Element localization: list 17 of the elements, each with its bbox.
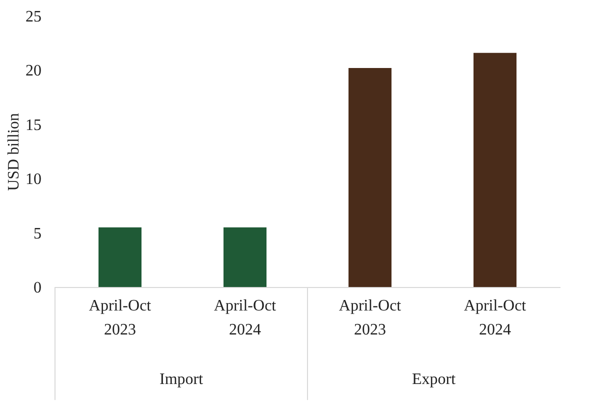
y-tick-label: 25 xyxy=(26,8,42,26)
y-tick-label: 10 xyxy=(26,171,42,188)
x-tick-label: April-Oct 2024 xyxy=(464,298,527,338)
y-axis-title: USD billion xyxy=(6,113,22,191)
x-tick-label: April-Oct 2024 xyxy=(214,298,277,338)
y-tick-label: 15 xyxy=(26,116,42,134)
bar xyxy=(348,68,392,287)
y-tick-label: 5 xyxy=(34,225,42,242)
y-tick-label: 0 xyxy=(34,280,42,296)
y-tick-label: 20 xyxy=(26,62,42,80)
text: Export xyxy=(412,371,456,388)
bar xyxy=(474,52,516,287)
x-tick-label: April-Oct 2023 xyxy=(338,298,402,338)
x-tick-label: April-Oct 2023 xyxy=(88,298,152,338)
text: Import xyxy=(159,371,204,388)
bar xyxy=(224,227,266,287)
bar xyxy=(98,227,142,287)
